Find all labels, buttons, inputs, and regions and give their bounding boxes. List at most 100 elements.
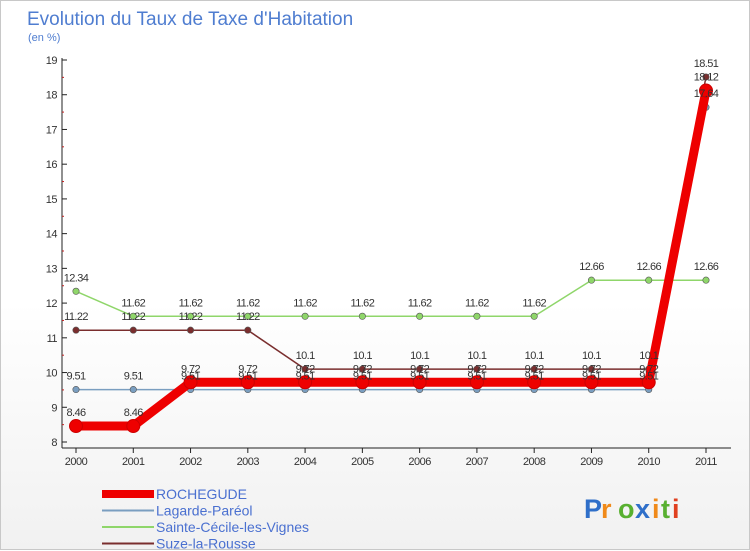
y-tick-label: 14 — [46, 229, 58, 241]
logo-letter: i — [672, 494, 681, 524]
series-line-2 — [76, 280, 706, 316]
x-tick-label: 2004 — [294, 456, 317, 468]
y-tick-label: 15 — [46, 194, 58, 206]
chart-title: Evolution du Taux de Taxe d'Habitation — [27, 9, 353, 30]
data-label: 11.62 — [179, 297, 203, 309]
data-label: 8.46 — [66, 407, 85, 419]
legend-label-3: Suze-la-Rousse — [156, 536, 256, 551]
data-label: 10.1 — [296, 350, 315, 362]
series-line-0 — [76, 91, 706, 426]
logo-letter: x — [635, 494, 651, 524]
data-label: 10.1 — [410, 350, 429, 362]
data-label: 12.66 — [694, 261, 719, 273]
data-label: 11.22 — [64, 311, 88, 323]
data-point — [302, 313, 308, 319]
data-point — [127, 420, 140, 433]
data-label: 18.12 — [694, 72, 719, 84]
x-tick-label: 2011 — [695, 456, 717, 468]
legend-label-1: Lagarde-Paréol — [156, 503, 253, 519]
data-label: 12.66 — [579, 261, 604, 273]
legend-label-2: Sainte-Cécile-les-Vignes — [156, 519, 309, 535]
data-label: 9.51 — [238, 371, 257, 383]
data-point — [70, 420, 83, 433]
data-label: 9.51 — [353, 371, 372, 383]
x-tick-label: 2009 — [580, 456, 603, 468]
x-tick-label: 2002 — [179, 456, 202, 468]
data-point — [531, 313, 537, 319]
data-label: 11.62 — [293, 297, 317, 309]
data-label: 11.62 — [351, 297, 375, 309]
data-point — [73, 327, 79, 333]
data-point — [187, 327, 193, 333]
legend: ROCHEGUDELagarde-ParéolSainte-Cécile-les… — [102, 486, 309, 551]
x-tick-label: 2001 — [122, 456, 145, 468]
y-tick-label: 8 — [51, 437, 57, 449]
y-tick-label: 19 — [46, 55, 58, 67]
y-tick-label: 12 — [46, 298, 58, 310]
data-label: 9.51 — [66, 371, 85, 383]
y-tick-label: 11 — [47, 333, 58, 345]
data-label: 9.51 — [410, 371, 429, 383]
data-point — [416, 313, 422, 319]
x-tick-label: 2007 — [466, 456, 489, 468]
data-point — [245, 327, 251, 333]
x-tick-label: 2000 — [65, 456, 88, 468]
data-label: 12.34 — [64, 272, 89, 284]
data-point — [588, 277, 594, 283]
data-label: 9.51 — [582, 371, 601, 383]
data-point — [646, 277, 652, 283]
data-label: 12.66 — [636, 261, 661, 273]
logo-letter: i — [652, 494, 661, 524]
data-label: 9.51 — [181, 371, 200, 383]
y-tick-label: 13 — [46, 263, 58, 275]
logo-letter: r — [601, 494, 613, 524]
data-point — [73, 386, 79, 392]
data-label: 10.1 — [639, 350, 658, 362]
axes: 8 9 10 11 12 13 14 15 16 17 18 19 2000 2001 2002 2003 20… — [46, 55, 731, 468]
chart-subtitle: (en %) — [28, 32, 60, 44]
y-tick-label: 16 — [46, 159, 58, 171]
data-label: 11.62 — [236, 297, 260, 309]
data-label: 18.51 — [694, 58, 719, 70]
data-label: 10.1 — [525, 350, 544, 362]
data-label: 8.46 — [124, 407, 143, 419]
data-label: 11.22 — [121, 311, 145, 323]
x-tick-label: 2008 — [523, 456, 546, 468]
x-tick-label: 2010 — [637, 456, 660, 468]
y-tick-label: 9 — [51, 402, 57, 414]
data-label: 17.64 — [694, 88, 719, 100]
logo-letter: o — [618, 494, 636, 524]
data-point — [359, 313, 365, 319]
data-point — [130, 327, 136, 333]
data-label: 11.22 — [179, 311, 203, 323]
x-tick-label: 2005 — [351, 456, 374, 468]
data-label: 9.51 — [525, 371, 544, 383]
data-label: 10.1 — [467, 350, 486, 362]
data-label: 9.51 — [639, 371, 658, 383]
y-tick-label: 17 — [46, 124, 58, 136]
data-label: 11.22 — [236, 311, 260, 323]
data-point — [474, 313, 480, 319]
data-label: 10.1 — [582, 350, 601, 362]
x-tick-label: 2006 — [408, 456, 431, 468]
data-label: 11.62 — [465, 297, 489, 309]
series-line-1 — [76, 107, 706, 389]
data-label: 11.62 — [408, 297, 432, 309]
data-point — [130, 386, 136, 392]
data-label: 11.62 — [121, 297, 145, 309]
logo-letter: t — [661, 494, 671, 524]
data-label: 9.51 — [296, 371, 315, 383]
data-label: 10.1 — [353, 350, 372, 362]
series-line-3 — [76, 77, 706, 369]
y-tick-label: 10 — [46, 368, 58, 380]
data-label: 11.62 — [522, 297, 546, 309]
data-label: 9.51 — [467, 371, 486, 383]
y-tick-label: 18 — [46, 90, 58, 102]
legend-label-0: ROCHEGUDE — [156, 486, 247, 502]
data-point — [73, 288, 79, 294]
x-tick-label: 2003 — [237, 456, 260, 468]
